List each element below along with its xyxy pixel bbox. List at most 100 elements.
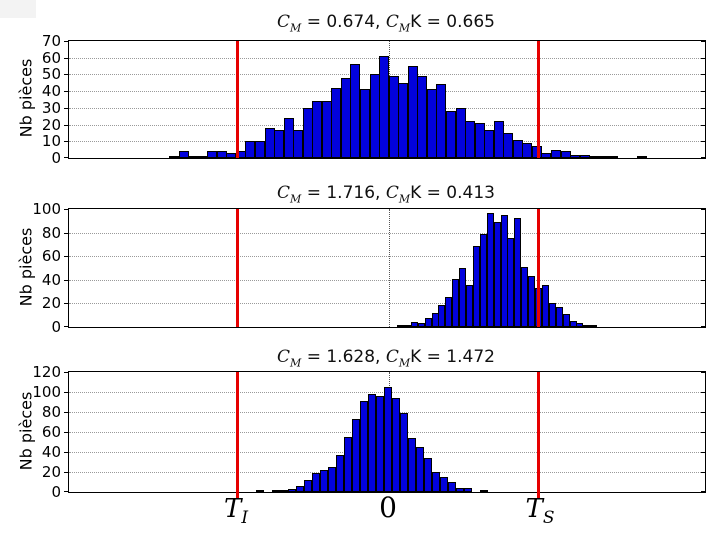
y-tick-label: 10 <box>41 132 61 150</box>
title-subscript: M <box>398 21 411 35</box>
title-text: K = 1.472 <box>410 347 495 367</box>
y-tick-mark <box>64 372 69 373</box>
y-tick-mark <box>701 392 705 393</box>
y-tick-mark <box>701 452 705 453</box>
histogram-bar <box>466 285 473 327</box>
x-tick-label-lower-tolerance: TI <box>224 494 248 528</box>
histogram-bar <box>344 437 352 492</box>
title-symbol: C <box>277 12 291 32</box>
y-tick-mark <box>701 280 705 281</box>
x-tick-label-upper-tolerance: TS <box>526 494 555 528</box>
histogram-bar <box>473 246 480 327</box>
histogram-bar <box>551 150 561 158</box>
histogram-bar <box>368 394 376 492</box>
histogram-bar <box>576 323 583 327</box>
histogram-bar <box>411 322 418 327</box>
y-tick-label: 0 <box>51 483 61 501</box>
title-subscript: M <box>398 356 411 370</box>
gridline <box>69 256 705 257</box>
histogram-bar <box>542 285 549 327</box>
title-text: = 0.674, <box>301 12 386 32</box>
y-tick-mark <box>701 74 705 75</box>
y-tick-mark <box>701 41 705 42</box>
histogram-bar <box>179 151 189 158</box>
y-tick-label: 100 <box>32 383 61 401</box>
histogram-bar <box>331 88 341 158</box>
y-tick-mark <box>64 280 69 281</box>
y-tick-label: 80 <box>41 403 61 421</box>
upper-tolerance-line <box>537 372 540 498</box>
y-tick-mark <box>701 472 705 473</box>
histogram-bar <box>521 267 528 327</box>
y-tick-mark <box>701 141 705 142</box>
histogram-bar <box>570 155 580 158</box>
y-tick-label: 30 <box>41 99 61 117</box>
histogram-bar <box>320 470 328 492</box>
y-tick-label: 20 <box>41 116 61 134</box>
histogram-bar <box>563 314 570 327</box>
histogram-bar <box>245 141 255 158</box>
title-symbol: C <box>277 347 291 367</box>
histogram-bar <box>418 323 425 327</box>
histogram-bar <box>589 156 599 158</box>
corner-artifact <box>0 0 36 18</box>
histogram-bar <box>541 153 551 158</box>
histogram-bar <box>459 268 466 327</box>
histogram-bar <box>438 305 445 327</box>
histogram-bar <box>549 303 556 327</box>
histogram-bar <box>480 234 487 327</box>
histogram-bar <box>416 447 424 492</box>
histogram-bar <box>312 101 322 158</box>
y-tick-mark <box>701 108 705 109</box>
y-tick-mark <box>64 412 69 413</box>
histogram-bar <box>446 111 456 158</box>
histogram-bar <box>608 156 618 158</box>
y-tick-mark <box>64 256 69 257</box>
title-symbol: C <box>385 183 399 203</box>
title-subscript: M <box>290 356 302 370</box>
histogram-bar <box>417 76 427 158</box>
histogram-bar <box>404 325 411 327</box>
y-tick-mark <box>64 432 69 433</box>
histogram-bar <box>280 490 288 492</box>
x-tick-label-zero: 0 <box>379 491 397 529</box>
histogram-bar <box>484 130 494 158</box>
plot-area-1 <box>64 40 706 159</box>
histogram-bar <box>507 238 514 327</box>
x-label-symbol: 0 <box>379 491 397 524</box>
plot-area-3 <box>64 371 706 498</box>
y-tick-label: 60 <box>41 49 61 67</box>
x-label-subscript: I <box>241 508 249 529</box>
y-tick-label: 60 <box>41 247 61 265</box>
y-tick-mark <box>701 432 705 433</box>
lower-tolerance-line <box>236 372 239 498</box>
histogram-bar <box>456 488 464 492</box>
title-text: = 1.628, <box>301 347 386 367</box>
histogram-bar <box>256 490 264 492</box>
histogram-bar <box>392 398 400 492</box>
y-tick-label: 0 <box>51 149 61 167</box>
y-tick-label: 120 <box>32 363 61 381</box>
y-tick-label: 0 <box>51 318 61 336</box>
upper-tolerance-line <box>537 209 540 327</box>
y-tick-label: 100 <box>32 200 61 218</box>
histogram-bar <box>397 325 404 327</box>
lower-tolerance-line <box>236 41 239 158</box>
y-tick-mark <box>64 209 69 210</box>
histogram-bar <box>522 143 532 158</box>
histogram-bar <box>169 156 179 158</box>
histogram-bar <box>637 156 647 158</box>
y-tick-mark <box>64 108 69 109</box>
y-tick-label: 80 <box>41 224 61 242</box>
chart3-title: CM = 1.628, CMK = 1.472 <box>68 347 704 369</box>
histogram-bar <box>379 56 389 158</box>
title-symbol: C <box>385 347 399 367</box>
x-label-symbol: T <box>223 494 242 524</box>
y-tick-mark <box>64 303 69 304</box>
histogram-bar <box>480 490 488 492</box>
histogram-bar <box>503 133 513 158</box>
histogram-bar <box>432 472 440 492</box>
y-tick-mark <box>701 125 705 126</box>
chart2-title: CM = 1.716, CMK = 0.413 <box>68 183 704 205</box>
